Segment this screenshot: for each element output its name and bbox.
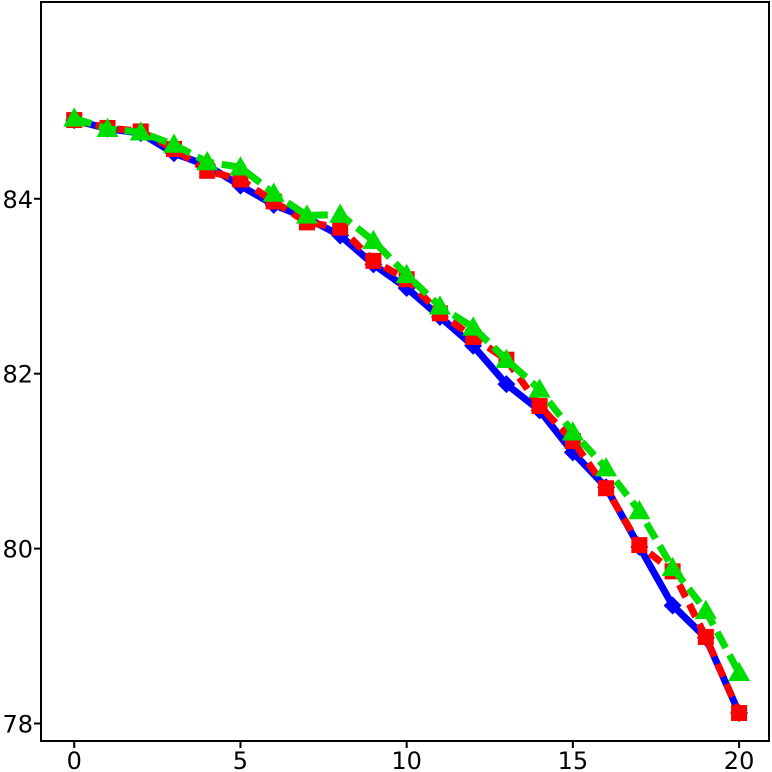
x-tick-label: 0 — [67, 747, 82, 772]
plot-frame — [40, 1, 770, 742]
series-3-point — [561, 421, 584, 441]
series-3-point — [595, 457, 618, 477]
series-3 — [63, 107, 751, 682]
series-2-point — [365, 252, 382, 269]
y-tick-label: 84 — [2, 186, 33, 214]
x-tick-label: 15 — [558, 747, 589, 772]
series-2-point — [631, 537, 648, 554]
y-tick-label: 82 — [2, 361, 33, 389]
series-2-point — [531, 398, 548, 415]
series-3-point — [129, 121, 152, 141]
series-3-point — [329, 203, 352, 223]
x-tick-label: 20 — [724, 747, 755, 772]
series-3-point — [295, 204, 318, 224]
series-3-point — [694, 599, 717, 619]
y-tick-label: 80 — [2, 536, 33, 564]
axis-layer: 0 5 10 15 20 78 80 82 84 — [2, 186, 754, 772]
series-layer — [63, 107, 751, 723]
series-3-point — [462, 316, 485, 336]
series-2-point — [731, 705, 748, 722]
series-3-point — [262, 182, 285, 202]
series-3-point — [96, 117, 119, 138]
series-3-point — [661, 556, 684, 577]
series-3-point — [528, 378, 551, 398]
series-1-point — [663, 596, 682, 615]
y-tick-label: 78 — [2, 711, 33, 739]
series-3-point — [728, 661, 751, 682]
series-2-point — [697, 628, 714, 645]
x-tick-label: 10 — [391, 747, 422, 772]
series-3-point — [495, 348, 518, 368]
series-2-point — [598, 480, 615, 497]
series-1-point — [497, 375, 516, 394]
series-3-point — [229, 156, 252, 176]
x-tick-label: 5 — [233, 747, 248, 772]
series-2-point — [332, 219, 349, 236]
series-3-point — [395, 263, 418, 284]
series-3-point — [63, 107, 86, 127]
series-3-point — [628, 499, 651, 520]
series-3-point — [428, 295, 451, 315]
series-3-point — [196, 151, 219, 171]
series-3-point — [162, 133, 185, 153]
series-3-point — [362, 229, 385, 250]
